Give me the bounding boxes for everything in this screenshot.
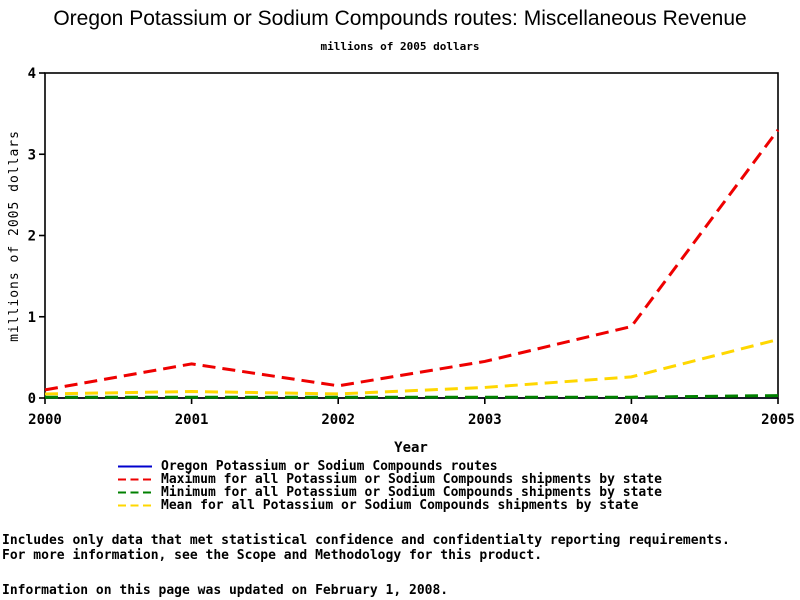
update-note: Information on this page was updated on … [2, 583, 449, 598]
y-tick-label: 1 [28, 310, 36, 326]
legend-item-routes: Oregon Potassium or Sodium Compounds rou… [118, 460, 662, 473]
legend-line-icon [118, 504, 152, 507]
x-tick-label: 2002 [321, 412, 355, 428]
x-tick-label: 2003 [468, 412, 502, 428]
y-tick-label: 4 [28, 66, 36, 82]
legend-label: Oregon Potassium or Sodium Compounds rou… [161, 459, 498, 474]
y-tick-label: 3 [28, 147, 36, 163]
legend-item-mean: Mean for all Potassium or Sodium Compoun… [118, 499, 662, 512]
legend-line-icon [118, 465, 152, 468]
y-tick-label: 0 [28, 391, 36, 407]
axes [39, 72, 779, 404]
y-tick-labels: 0 1 2 3 4 [28, 66, 36, 407]
footnote-line-1: Includes only data that met statistical … [2, 533, 730, 548]
legend-label: Minimum for all Potassium or Sodium Comp… [161, 485, 662, 500]
y-tick-label: 2 [28, 229, 36, 245]
chart-title: Oregon Potassium or Sodium Compounds rou… [53, 7, 747, 30]
x-tick-label: 2000 [28, 412, 62, 428]
x-tick-label: 2001 [175, 412, 209, 428]
line-chart: millions of 2005 dollars Year 2000 2001 20… [7, 66, 795, 456]
series-line-3 [44, 338, 779, 396]
chart-legend: Oregon Potassium or Sodium Compounds rou… [118, 460, 662, 512]
legend-item-minimum: Minimum for all Potassium or Sodium Comp… [118, 486, 662, 499]
x-tick-label: 2004 [615, 412, 649, 428]
y-axis-title: millions of 2005 dollars [7, 130, 22, 342]
x-axis-title: Year [394, 440, 428, 456]
legend-line-icon [118, 478, 152, 481]
series-line-1 [44, 128, 780, 392]
x-tick-label: 2005 [761, 412, 795, 428]
footnote-line-2: For more information, see the Scope and … [2, 548, 543, 563]
legend-label: Mean for all Potassium or Sodium Compoun… [161, 498, 639, 513]
legend-label: Maximum for all Potassium or Sodium Comp… [161, 472, 662, 487]
series-line-2 [45, 394, 779, 399]
legend-item-maximum: Maximum for all Potassium or Sodium Comp… [118, 473, 662, 486]
x-tick-labels: 2000 2001 2002 2003 2004 2005 [28, 412, 795, 428]
legend-line-icon [118, 491, 152, 494]
chart-subtitle: millions of 2005 dollars [320, 40, 480, 53]
